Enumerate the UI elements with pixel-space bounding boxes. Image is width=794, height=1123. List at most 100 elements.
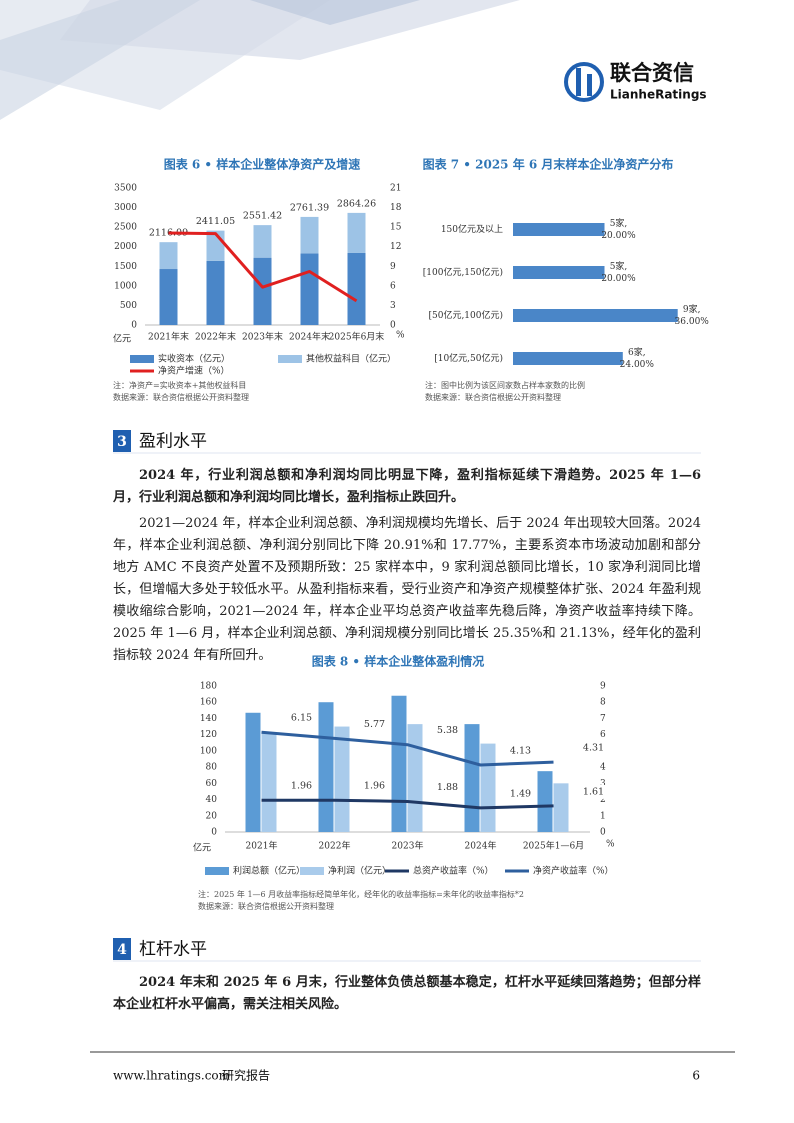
chart: 150亿元及以上 5家, 20.00% [100亿元,150亿元) 5家, 20.00% [… xyxy=(423,217,710,370)
bar xyxy=(245,712,261,832)
y-tick-label: 1500 xyxy=(114,262,137,272)
legend-swatch xyxy=(130,355,154,363)
y2-tick-label: 21 xyxy=(390,184,401,194)
legend-swatch xyxy=(205,867,229,875)
chart-note: 注：图中比例为该区间家数占样本家数的比例 xyxy=(425,380,585,390)
y-tick-label: 60 xyxy=(206,779,218,789)
data-label: 24.00% xyxy=(620,360,655,370)
total-label: 2864.26 xyxy=(337,198,376,209)
legend-label: 净利润（亿元） xyxy=(328,865,391,877)
legend-label: 利润总额（亿元） xyxy=(233,865,305,877)
data-label: 4.13 xyxy=(510,746,531,757)
chart: 0204060801001201401601800123456789亿元%202… xyxy=(193,682,615,877)
y-tick-label: 80 xyxy=(206,763,218,773)
chart-title: 图表 6 • 样本企业整体净资产及增速 xyxy=(164,157,361,172)
section-badge xyxy=(113,938,131,960)
y2-tick-label: 7 xyxy=(600,714,606,724)
bar xyxy=(261,733,277,832)
bar xyxy=(318,702,334,832)
y-tick-label: 160 xyxy=(200,698,217,708)
data-label: 4.31 xyxy=(583,743,604,754)
total-label: 2761.39 xyxy=(290,202,329,213)
logo: 联合资信 LianheRatings xyxy=(564,61,707,102)
label-box xyxy=(359,779,390,794)
x-tick-label: 2025年6月末 xyxy=(329,331,385,343)
data-label: 1.88 xyxy=(437,782,458,793)
header-decoration xyxy=(0,0,200,120)
bar xyxy=(206,260,225,325)
bar xyxy=(407,724,423,832)
legend-label: 总资产收益率（%） xyxy=(413,865,494,877)
chart-title: 图表 8 • 样本企业整体盈利情况 xyxy=(312,654,485,669)
y2-tick-label: 0 xyxy=(600,828,606,838)
bar xyxy=(391,695,407,832)
chart-note: 注：2025 年 1—6 月收益率指标经简单年化，经年化的收益率指标=未年化的收… xyxy=(198,889,524,899)
y2-unit: % xyxy=(396,331,405,341)
bar xyxy=(300,216,319,254)
logo-icon xyxy=(564,62,604,102)
data-label: 1.61 xyxy=(583,786,604,797)
y2-tick-label: 8 xyxy=(600,698,606,708)
total-label: 2551.42 xyxy=(243,211,282,222)
paragraph: 2021—2024 年，样本企业利润总额、净利润规模均先增长、后于 2024 年… xyxy=(113,516,701,663)
y-tick-label: 100 xyxy=(200,746,217,756)
y-tick-label: [10亿元,50亿元) xyxy=(434,352,503,364)
chart: 0 500 1000 1500 2000 2500 3000 3500 0 3 6 9 12 15 18 21… xyxy=(113,184,405,377)
section-number: 4 xyxy=(117,942,127,958)
legend-label: 其他权益科目（亿元） xyxy=(306,353,396,365)
y2-tick-label: 6 xyxy=(600,730,606,740)
data-label: 6.15 xyxy=(291,713,312,724)
line-series xyxy=(261,730,554,767)
y2-tick-label: 0 xyxy=(390,321,396,331)
bar xyxy=(480,743,496,832)
y2-tick-label: 18 xyxy=(390,203,402,213)
bar xyxy=(537,771,553,832)
page-number: 6 xyxy=(692,1069,700,1083)
legend-label: 净资产收益率（%） xyxy=(533,865,614,877)
chart-title: 图表 7 • 2025 年 6 月末样本企业净资产分布 xyxy=(423,157,674,172)
data-label: 5家, xyxy=(610,260,628,272)
bar xyxy=(159,269,178,325)
bar xyxy=(464,724,480,832)
y-tick-label: 150亿元及以上 xyxy=(441,223,503,235)
bar xyxy=(513,223,605,236)
y-tick-label: 20 xyxy=(206,811,218,821)
y2-unit: % xyxy=(606,840,615,850)
bar xyxy=(513,309,678,322)
bar xyxy=(159,242,178,270)
data-label: 5家, xyxy=(610,217,628,229)
data-label: 1.96 xyxy=(364,781,385,792)
section-badge xyxy=(113,430,131,452)
y-tick-label: 120 xyxy=(200,730,217,740)
chart-note: 数据来源：联合资信根据公开资料整理 xyxy=(425,392,561,402)
label-box xyxy=(432,780,463,795)
chart-note: 注：净资产=实收资本+其他权益科目 xyxy=(113,380,246,390)
y2-tick-label: 2 xyxy=(600,795,606,805)
y2-tick-label: 15 xyxy=(390,223,402,233)
x-tick-label: 2023年 xyxy=(392,840,424,852)
chart-note: 数据来源：联合资信根据公开资料整理 xyxy=(198,901,334,911)
legend-label: 实收资本（亿元） xyxy=(158,353,230,365)
header-decoration xyxy=(250,0,420,25)
label-box xyxy=(432,723,463,738)
logo-text: LianheRatings xyxy=(610,88,707,102)
y2-tick-label: 6 xyxy=(390,281,396,291)
y-tick-label: [100亿元,150亿元) xyxy=(423,266,503,278)
x-tick-label: 2024年 xyxy=(465,840,497,852)
section-title: 盈利水平 xyxy=(139,432,207,452)
y-tick-label: [50亿元,100亿元) xyxy=(428,309,503,321)
data-label: 5.77 xyxy=(364,719,385,730)
data-label: 6家, xyxy=(628,346,646,358)
logo-icon xyxy=(576,68,581,96)
bar xyxy=(513,352,623,365)
y-tick-label: 140 xyxy=(200,714,217,724)
label-box xyxy=(505,786,536,801)
footer-url: www.lhratings.com xyxy=(113,1069,231,1083)
y-tick-label: 2500 xyxy=(114,223,137,233)
line-series xyxy=(261,798,554,810)
y2-tick-label: 9 xyxy=(600,682,606,692)
y2-tick-label: 3 xyxy=(390,301,396,311)
data-label: 1.96 xyxy=(291,781,312,792)
section-title: 杠杆水平 xyxy=(139,940,207,960)
